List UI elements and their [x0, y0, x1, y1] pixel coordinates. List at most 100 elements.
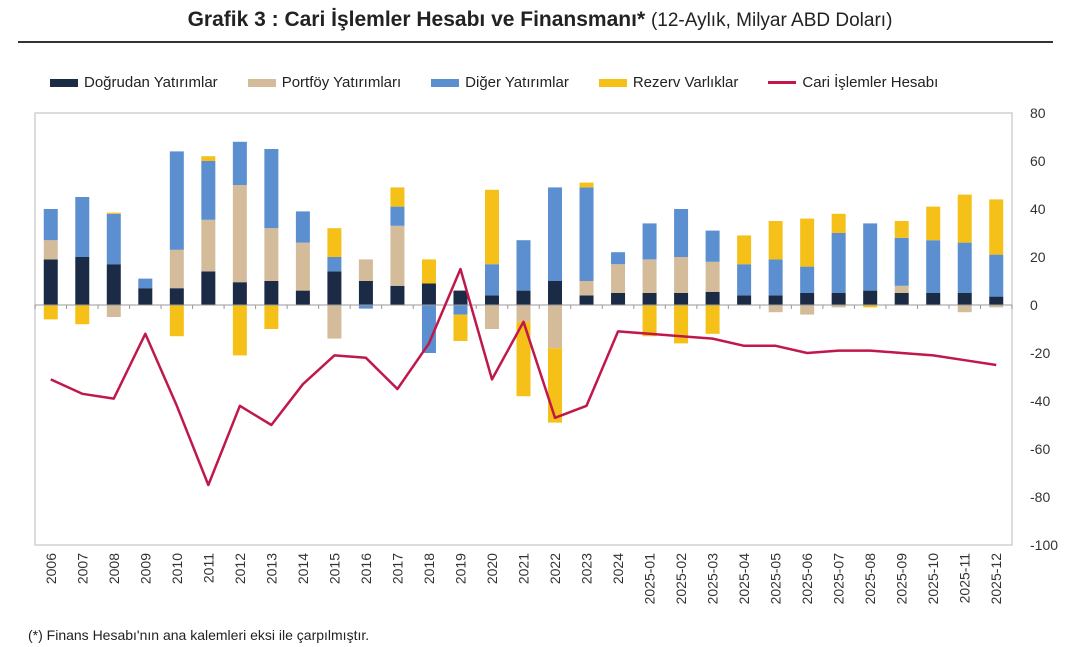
bar-segment — [768, 295, 783, 305]
y-tick-label: 20 — [1030, 249, 1046, 265]
bar-segment — [548, 281, 563, 305]
bar-segment — [421, 283, 436, 305]
y-tick-label: 60 — [1030, 153, 1046, 169]
x-tick-label: 2010 — [169, 553, 185, 584]
bar-segment — [421, 259, 436, 284]
x-tick-label: 2022 — [547, 553, 563, 584]
bar-segment — [642, 293, 657, 305]
bar-segment — [926, 240, 941, 293]
bar-segment — [863, 223, 878, 291]
x-tick-label: 2025-09 — [894, 553, 910, 605]
bar-segment — [75, 305, 90, 325]
bar-segment — [390, 225, 405, 286]
x-tick-label: 2025-12 — [988, 553, 1004, 605]
title-rule — [18, 41, 1053, 43]
bar-segment — [232, 185, 247, 283]
bar-segment — [674, 305, 689, 344]
bar-segment — [863, 290, 878, 305]
x-tick-label: 2017 — [389, 553, 405, 584]
bar-segment — [421, 305, 436, 353]
bar-segment — [75, 257, 90, 305]
x-tick-label: 2025-04 — [736, 553, 752, 605]
bar-segment — [737, 295, 752, 305]
legend-item: Diğer Yatırımlar — [431, 74, 569, 91]
legend-item: Rezerv Varlıklar — [598, 74, 738, 91]
bar-segment — [327, 228, 342, 257]
x-tick-label: 2021 — [516, 553, 532, 584]
bar-segment — [674, 209, 689, 257]
bar-segment — [106, 264, 121, 305]
bar-segment — [358, 259, 373, 281]
legend: Doğrudan Yatırımlar Portföy Yatırımları Di… — [50, 74, 968, 91]
legend-label: Diğer Yatırımlar — [465, 74, 569, 91]
bar-segment — [106, 305, 121, 317]
bar-segment — [201, 271, 216, 305]
bar-segment — [674, 293, 689, 305]
bar-segment — [579, 187, 594, 281]
bar-segment — [957, 242, 972, 293]
x-tick-label: 2020 — [484, 553, 500, 584]
bar-segment — [169, 249, 184, 289]
x-tick-label: 2023 — [579, 553, 595, 584]
bar-segment — [989, 199, 1004, 255]
legend-label: Doğrudan Yatırımlar — [84, 74, 218, 91]
bar-segment — [295, 290, 310, 305]
bar-segment — [674, 257, 689, 293]
bar-segment — [327, 257, 342, 272]
bar-segment — [232, 141, 247, 185]
bar-segment — [43, 240, 58, 260]
legend-item: Cari İşlemler Hesabı — [768, 74, 938, 91]
bar-segment — [516, 305, 531, 322]
bar-segment — [768, 305, 783, 313]
x-tick-label: 2025-11 — [957, 553, 973, 604]
x-tick-label: 2025-01 — [642, 553, 658, 605]
bar-segment — [579, 182, 594, 188]
bar-segment — [642, 223, 657, 260]
bar-segment — [232, 305, 247, 356]
bar-segment — [43, 305, 58, 320]
bar-segment — [737, 264, 752, 296]
title-main: Grafik 3 : Cari İşlemler Hesabı ve Finan… — [187, 8, 646, 31]
legend-label: Portföy Yatırımları — [281, 74, 402, 91]
bar-segment — [75, 197, 90, 257]
bar-segment — [548, 187, 563, 281]
y-tick-label: 80 — [1030, 105, 1046, 121]
x-tick-label: 2015 — [326, 553, 342, 584]
y-tick-label: -20 — [1030, 345, 1050, 361]
bar-segment — [768, 259, 783, 296]
bar-segment — [327, 271, 342, 305]
legend-swatch — [598, 78, 627, 87]
bar-segment — [106, 212, 121, 214]
bar-segment — [295, 211, 310, 243]
bar-segment — [264, 305, 279, 329]
bar-segment — [264, 228, 279, 281]
bar-segment — [642, 259, 657, 293]
chart-title: Grafik 3 : Cari İşlemler Hesabı ve Finan… — [0, 8, 1080, 32]
x-tick-label: 2025-06 — [799, 553, 815, 605]
bar-segment — [737, 235, 752, 265]
bar-segment — [957, 194, 972, 243]
bar-segment — [453, 314, 468, 341]
bar-segment — [831, 293, 846, 305]
bar-segment — [957, 305, 972, 313]
legend-swatch — [768, 81, 797, 84]
bar-segment — [264, 281, 279, 305]
bar-segment — [484, 264, 499, 296]
bar-segment — [800, 305, 815, 315]
bar-segment — [894, 285, 909, 293]
bar-segment — [169, 288, 184, 305]
bar-segment — [43, 259, 58, 305]
bar-segment — [358, 281, 373, 305]
y-tick-label: -60 — [1030, 441, 1050, 457]
bar-segment — [863, 305, 878, 308]
bar-segment — [327, 305, 342, 339]
bar-segment — [611, 264, 626, 293]
bar-segment — [989, 296, 1004, 305]
bar-segment — [800, 266, 815, 293]
bar-segment — [484, 295, 499, 305]
plot-frame — [34, 112, 1013, 546]
bar-segment — [484, 189, 499, 265]
bar-segment — [390, 206, 405, 226]
bar-segment — [516, 290, 531, 305]
bar-segment — [800, 218, 815, 267]
